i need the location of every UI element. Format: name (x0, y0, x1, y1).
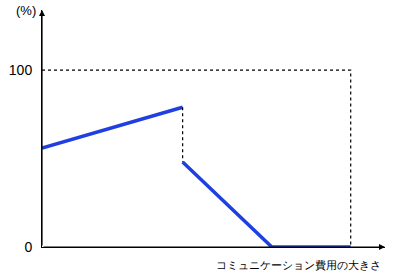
svg-text:0: 0 (24, 239, 32, 255)
svg-text:コミュニケーション費用の大きさ: コミュニケーション費用の大きさ (216, 259, 381, 271)
svg-text:100: 100 (9, 62, 33, 78)
svg-text:(%): (%) (16, 3, 36, 18)
